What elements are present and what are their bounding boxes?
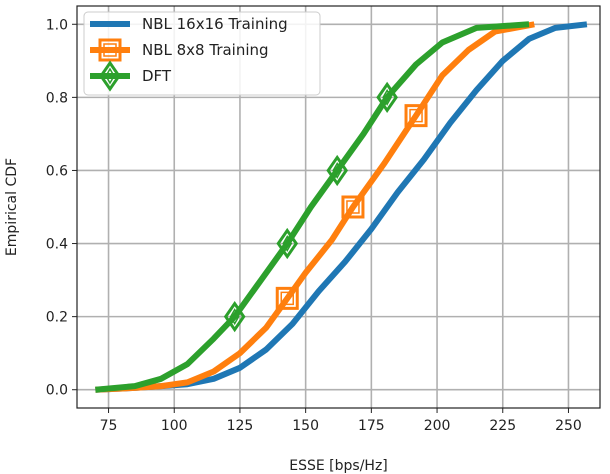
y-tick-label: 0.8 bbox=[46, 90, 68, 106]
y-tick-label: 0.4 bbox=[46, 237, 68, 253]
y-tick-label: 1.0 bbox=[46, 17, 68, 33]
x-tick-label: 175 bbox=[358, 418, 385, 434]
x-axis-label: ESSE [bps/Hz] bbox=[289, 458, 388, 474]
legend-diamond-marker-inner bbox=[105, 67, 115, 85]
legend-square-marker bbox=[98, 38, 122, 62]
diamond-marker bbox=[376, 81, 398, 113]
x-tick-label: 250 bbox=[555, 418, 582, 434]
x-tick-label: 200 bbox=[424, 418, 451, 434]
y-tick-label: 0.6 bbox=[46, 163, 68, 179]
square-marker-inner bbox=[280, 291, 295, 306]
legend: NBL 16x16 Training NBL 8x8 Training DFT bbox=[83, 11, 321, 96]
x-tick-label: 150 bbox=[292, 418, 319, 434]
diamond-marker bbox=[276, 227, 299, 260]
x-tick-label: 75 bbox=[100, 418, 118, 434]
series-line bbox=[95, 21, 535, 393]
y-tick-label: 0.2 bbox=[46, 310, 68, 326]
x-tick-label: 100 bbox=[161, 418, 188, 434]
legend-square-marker-inner bbox=[103, 43, 117, 57]
square-marker-inner bbox=[346, 200, 360, 214]
x-tick-label: 225 bbox=[489, 418, 516, 434]
series-markers bbox=[223, 81, 428, 333]
legend-entry-label: DFT bbox=[142, 67, 172, 85]
y-axis-label: Empirical CDF bbox=[4, 158, 20, 256]
diamond-marker-inner bbox=[382, 88, 392, 106]
x-tick-label: 125 bbox=[227, 418, 254, 434]
square-marker bbox=[404, 104, 428, 128]
series-group bbox=[95, 21, 588, 393]
square-marker-inner bbox=[409, 108, 423, 123]
diamond-marker-inner bbox=[332, 161, 343, 179]
y-tick-label: 0.0 bbox=[46, 383, 68, 399]
diamond-marker bbox=[326, 154, 349, 187]
square-marker bbox=[275, 286, 299, 310]
axis-ticks: 75 100 125 150 175 200 225 250 0.0 0.2 0.4 0.6 0.8 1.… bbox=[46, 17, 582, 434]
legend-box bbox=[83, 11, 321, 96]
series-line bbox=[95, 21, 530, 393]
diamond-marker-inner bbox=[229, 308, 240, 326]
legend-entry-label: NBL 16x16 Training bbox=[142, 15, 288, 33]
legend-diamond-marker bbox=[99, 60, 121, 92]
diamond-marker bbox=[223, 301, 246, 333]
plot-frame bbox=[76, 5, 601, 409]
square-marker bbox=[341, 195, 365, 219]
legend-entry-label: NBL 8x8 Training bbox=[142, 41, 269, 59]
diamond-marker-inner bbox=[282, 235, 293, 253]
